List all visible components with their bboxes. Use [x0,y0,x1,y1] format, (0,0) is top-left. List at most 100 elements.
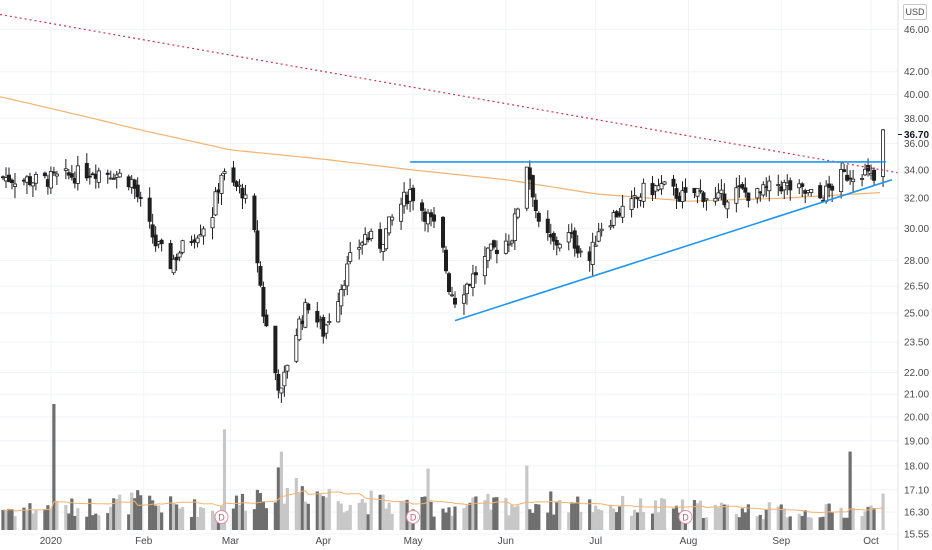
volume-bar-down [429,501,433,530]
volume-bar-up [115,498,119,530]
volume-bar-up [285,487,289,530]
volume-bar-up [157,505,161,530]
volume-bar-down [818,517,822,530]
volume-bar-down [573,503,577,530]
volume-bar-up [426,468,430,530]
candle-up [704,198,709,201]
candle-down [842,169,847,172]
volume-bar-up [797,513,801,530]
volume-bar-down [737,517,741,530]
candle-down [444,249,449,272]
candle-down [432,214,437,222]
volume-bar-up [776,506,780,530]
volume-bar-down [635,512,640,530]
dividend-marker [678,510,693,524]
candle-down [231,167,236,183]
candle-down [722,193,727,206]
price-axis[interactable]: 46.00 42.00 40.00 38.00 36.00 34.00 32.00 30.00… [897,0,932,550]
volume-bars [1,404,885,530]
candle-down [411,187,416,202]
volume-bar-up [357,502,361,530]
volume-bar-up [863,511,867,530]
volume-bar-up [336,501,340,530]
dividend-marker-label: D [218,513,225,523]
candle-up [297,318,302,341]
price-tick-label: 26.50 [904,281,929,292]
candle-down [150,224,155,238]
volume-bar-up [384,508,388,530]
candle-down [51,171,56,174]
volume-bar-down [73,515,77,530]
volume-bar-up [698,500,703,530]
volume-bar-down [255,489,260,530]
volume-bar-up [324,497,328,530]
candle-up [282,371,287,387]
candle-down [788,180,793,191]
volume-bar-up [869,505,873,530]
candle-up [662,181,667,185]
candle-down [746,192,751,201]
volume-bar-down [830,511,834,530]
currency-badge[interactable]: USD [903,4,927,20]
price-tick-label: 17.10 [904,485,929,496]
candle-down [240,187,245,199]
volume-bar-down [692,500,697,530]
candle-up [680,190,685,202]
candle-down [683,187,688,193]
candle-up [659,183,664,190]
volume-bar-down [112,498,116,530]
volume-bar-up [339,503,343,530]
volume-bar-down [441,508,445,530]
candle-down [800,183,805,187]
candle-down [572,230,577,249]
volume-bar-down [803,510,807,530]
volume-bar-up [369,490,373,530]
volume-bar-up [178,508,182,530]
volume-bar-down [474,496,478,530]
chart-grid [0,0,898,535]
candle-up [177,252,182,258]
volume-bar-up [612,508,616,530]
price-tick-label: 23.50 [904,337,929,348]
volume-bar-up [782,508,786,530]
volume-bar-up [462,508,466,530]
volume-bar-up [294,477,298,530]
candle-down [252,195,257,231]
volume-bar-down [468,502,472,530]
volume-bar-down [866,506,870,530]
volume-bar-up [489,509,493,530]
volume-bar-down [779,504,783,530]
volume-bar-down [67,513,71,530]
price-tick-label: 36.00 [904,139,929,150]
volume-bar-up [64,505,68,530]
candle-down [575,245,580,254]
long-term-trend-line [0,13,899,174]
candle-up [12,183,17,187]
volume-bar-down [264,508,269,530]
candle-up [620,205,625,218]
volume-bar-down [10,509,14,530]
candle-up [63,168,68,171]
candle-up [180,240,185,253]
volume-bar-down [85,516,89,530]
volume-bar-down [420,496,424,530]
volume-bar-up [363,502,367,530]
volume-bar-down [800,515,804,530]
volume-bar-down [300,486,304,530]
volume-bar-down [258,493,263,530]
candle-up [608,225,613,228]
candle-down [830,185,835,191]
candle-up [219,174,224,194]
volume-bar-up [716,507,720,530]
candle-up [725,201,730,210]
moving-average-path [0,96,881,202]
time-axis[interactable]: 2020 Feb Mar Apr May Jun Jul Aug Sep Oct [40,536,879,547]
volume-bar-down [495,497,499,530]
volume-bar-up [558,499,562,530]
volume-bar-down [588,499,592,530]
candle-down [159,239,164,245]
volume-bar-up [761,519,765,530]
volume-bar-down [306,503,310,530]
